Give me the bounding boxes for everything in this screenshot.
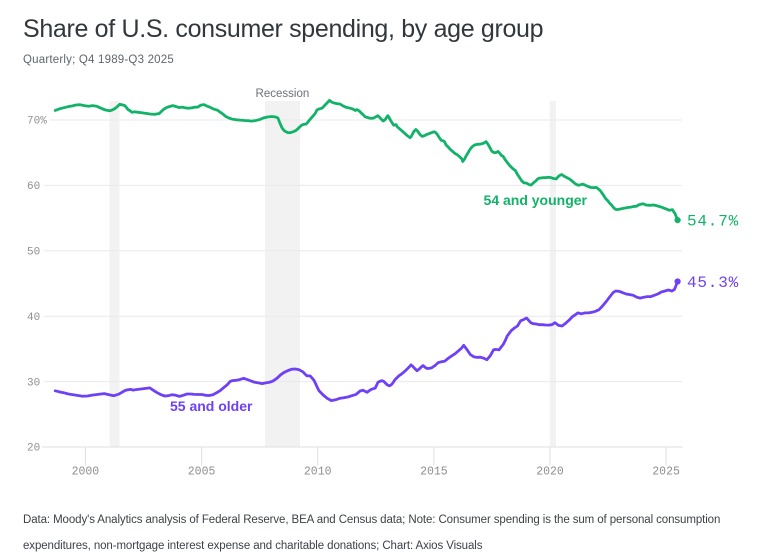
svg-text:50: 50 bbox=[27, 247, 40, 259]
svg-text:30: 30 bbox=[27, 377, 40, 389]
svg-text:2005: 2005 bbox=[188, 466, 216, 479]
svg-text:2010: 2010 bbox=[304, 466, 332, 479]
svg-text:70%: 70% bbox=[27, 116, 47, 128]
svg-text:45.3%: 45.3% bbox=[687, 274, 739, 292]
svg-text:2025: 2025 bbox=[652, 466, 680, 479]
svg-text:20: 20 bbox=[27, 443, 40, 455]
svg-text:60: 60 bbox=[27, 181, 40, 193]
svg-text:54.7%: 54.7% bbox=[687, 213, 739, 231]
svg-text:55 and older: 55 and older bbox=[170, 398, 253, 414]
svg-text:2000: 2000 bbox=[72, 466, 100, 479]
svg-text:2020: 2020 bbox=[536, 466, 564, 479]
svg-text:54 and younger: 54 and younger bbox=[484, 192, 588, 208]
svg-text:Recession: Recession bbox=[256, 88, 310, 100]
svg-text:2015: 2015 bbox=[420, 466, 448, 479]
svg-text:40: 40 bbox=[27, 312, 40, 324]
